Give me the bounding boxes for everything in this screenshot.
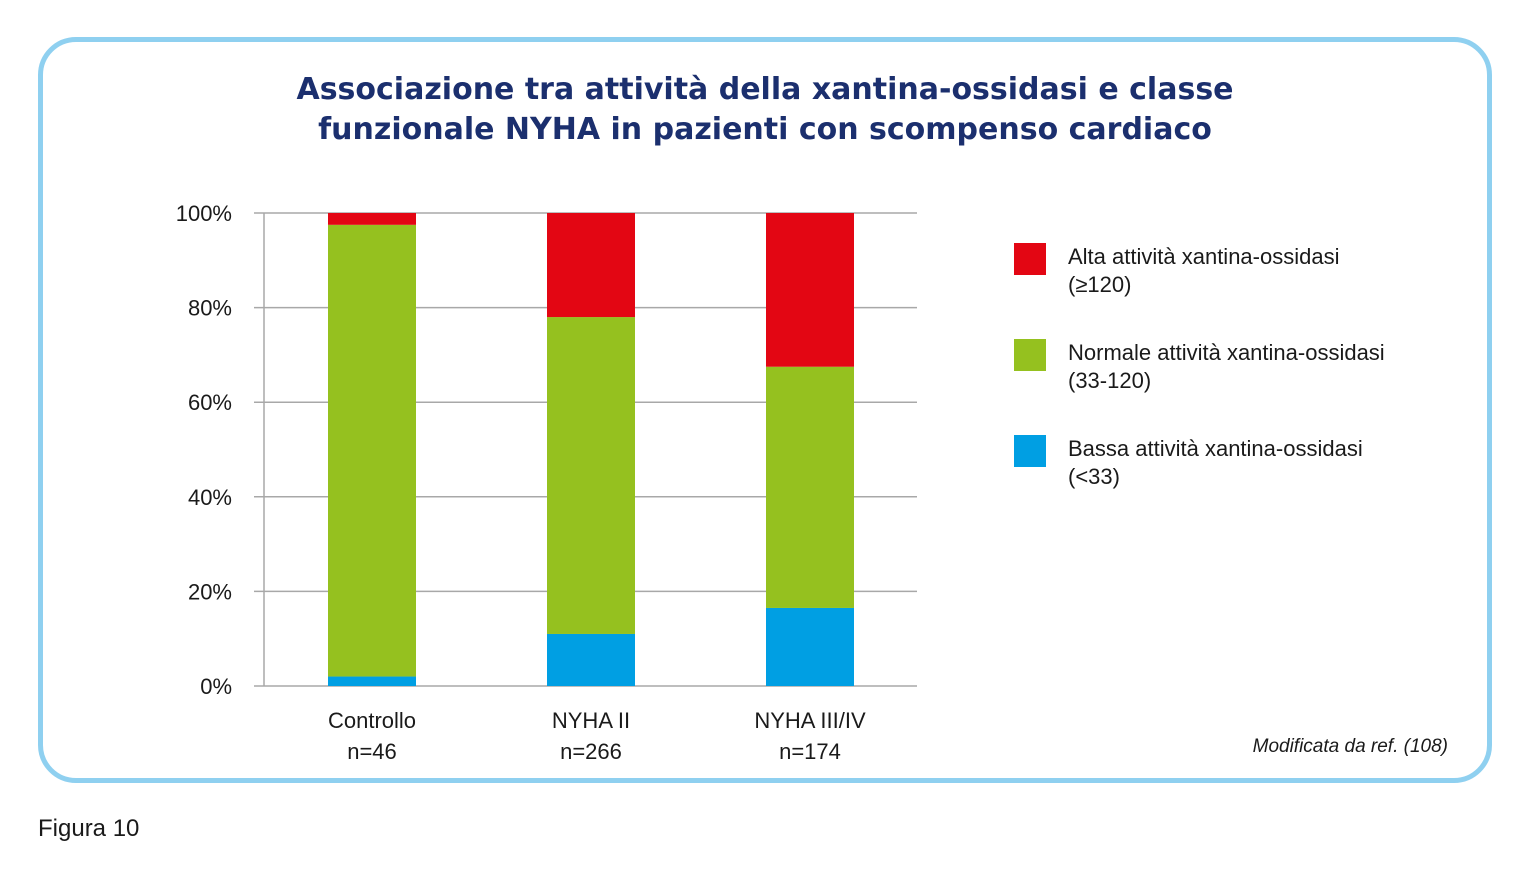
legend-label-alta: Alta attività xantina-ossidasi (≥120) <box>1068 244 1340 297</box>
x-category-labels: Controllo n=46 NYHA II n=266 NYHA III/IV n=17… <box>328 708 866 764</box>
y-tick-label: 60% <box>188 390 232 415</box>
legend-swatch-alta <box>1014 243 1046 275</box>
bar-segment <box>766 366 854 608</box>
x-category-label: NYHA III/IV <box>754 708 866 733</box>
bar-segment <box>547 213 635 318</box>
bars <box>328 213 854 686</box>
x-category-label: Controllo <box>328 708 416 733</box>
legend-label-normale: Normale attività xantina-ossidasi (33-12… <box>1068 340 1385 393</box>
y-tick-label: 80% <box>188 296 232 321</box>
y-tick-label: 20% <box>188 579 232 604</box>
legend-label-bassa: Bassa attività xantina-ossidasi (<33) <box>1068 436 1363 489</box>
figure-frame <box>38 37 1492 783</box>
bar-segment <box>766 607 854 686</box>
chart-title-line-1: Associazione tra attività della xantina-… <box>296 72 1234 107</box>
bar-segment <box>547 633 635 686</box>
bar-segment <box>328 676 416 686</box>
chart-title-line-2: funzionale NYHA in pazienti con scompens… <box>318 112 1212 147</box>
x-category-label: NYHA II <box>552 708 630 733</box>
figure-caption: Figura 10 <box>38 815 140 842</box>
y-tick-label: 100% <box>176 201 232 226</box>
y-tick-label: 40% <box>188 485 232 510</box>
x-category-count: n=46 <box>347 739 397 764</box>
legend-swatch-bassa <box>1014 435 1046 467</box>
bar-segment <box>766 213 854 367</box>
x-category-count: n=174 <box>779 739 841 764</box>
bar-segment <box>328 213 416 225</box>
bar-segment <box>547 317 635 634</box>
legend-swatch-normale <box>1014 339 1046 371</box>
y-tick-label: 0% <box>200 674 232 699</box>
chart-title: Associazione tra attività della xantina-… <box>38 70 1492 150</box>
y-tick-labels: 0% 20% 40% 60% 80% 100% <box>176 201 232 699</box>
x-category-count: n=266 <box>560 739 622 764</box>
bar-segment <box>328 224 416 677</box>
source-note: Modificata da ref. (108) <box>1252 736 1448 757</box>
